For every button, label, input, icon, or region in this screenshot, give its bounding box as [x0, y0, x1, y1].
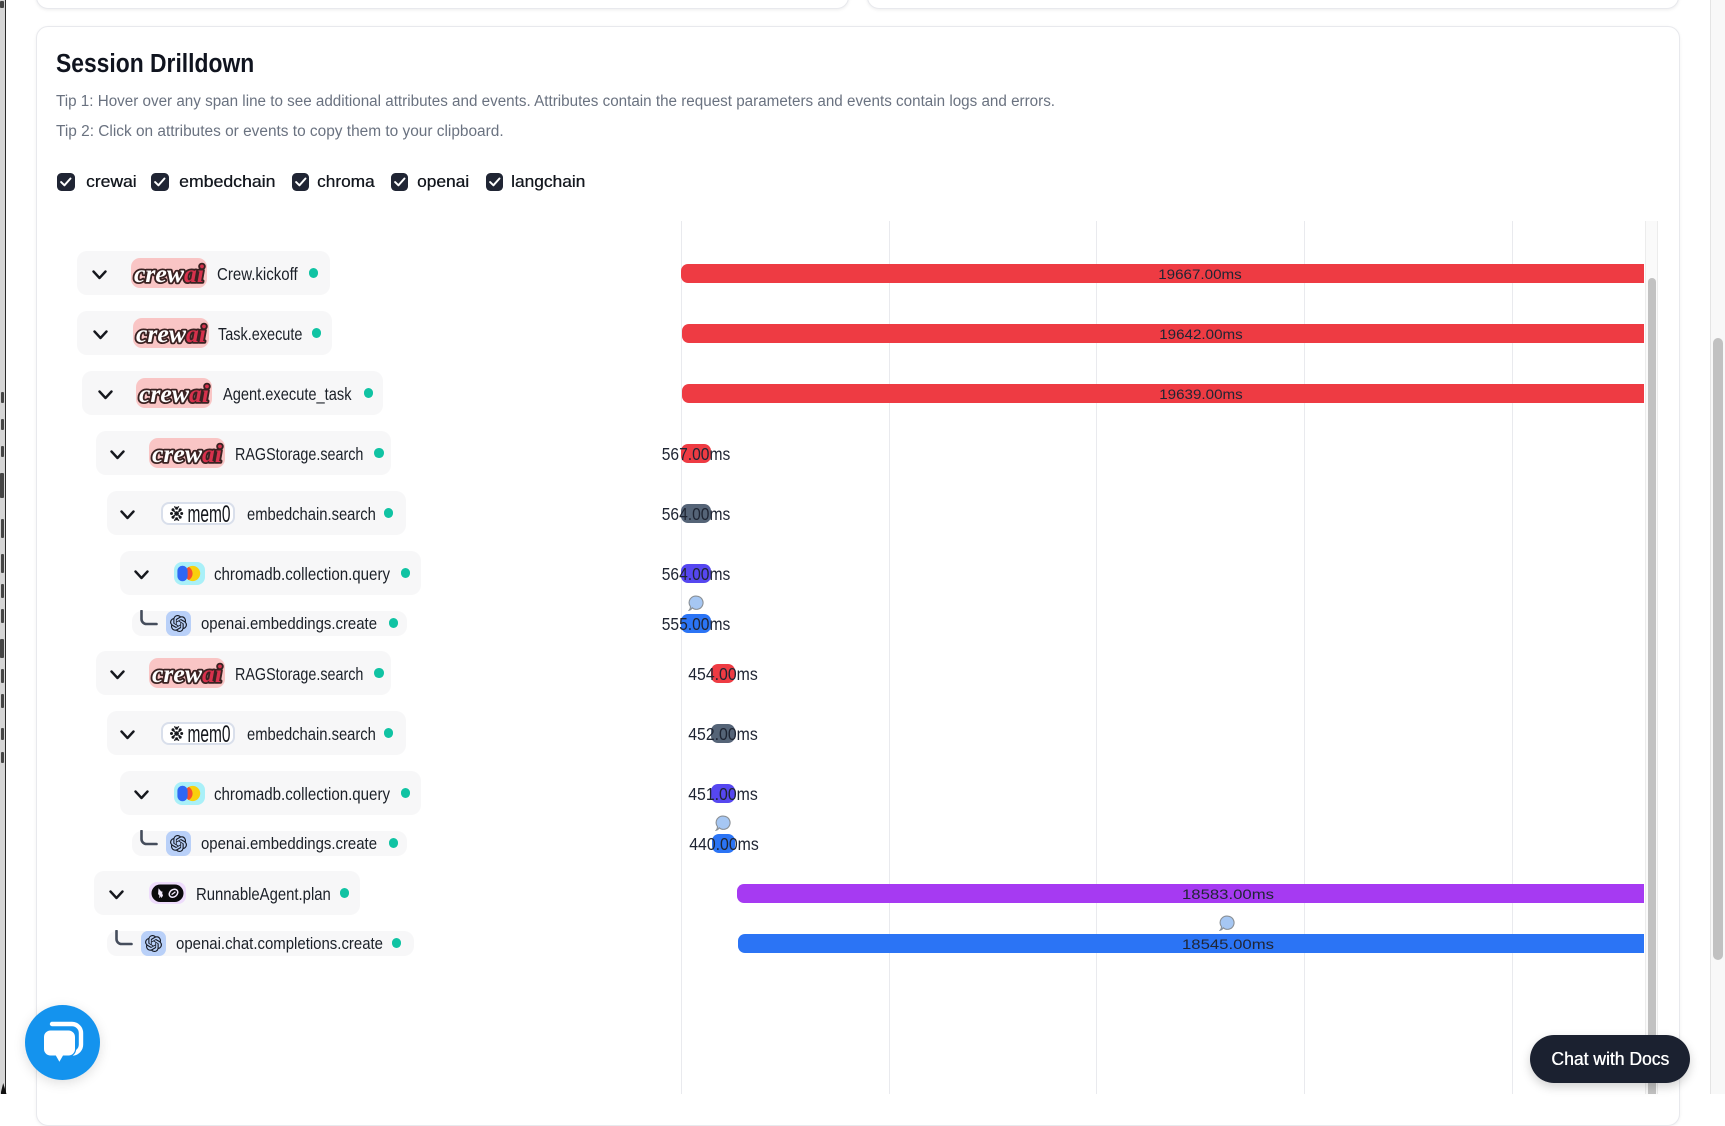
svg-text:crewai: crewai — [134, 261, 204, 288]
svg-text:mem0: mem0 — [188, 502, 231, 523]
svg-text:mem0: mem0 — [188, 722, 231, 743]
svg-text:crewai: crewai — [152, 661, 222, 688]
svg-text:crewai: crewai — [139, 381, 209, 408]
svg-text:crewai: crewai — [152, 441, 222, 468]
svg-text:crewai: crewai — [136, 321, 206, 348]
